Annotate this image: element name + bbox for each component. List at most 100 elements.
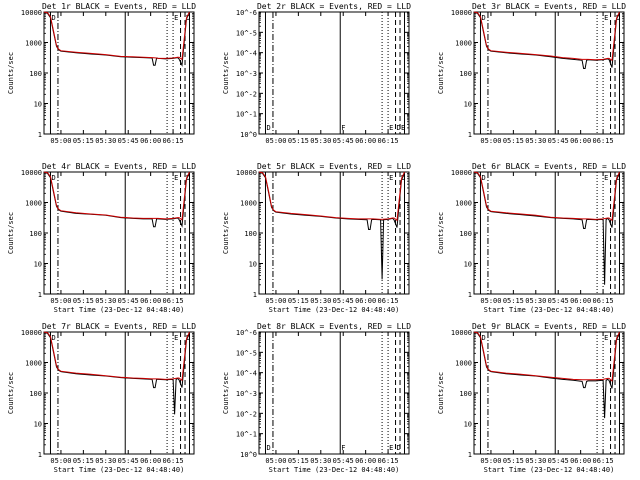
panel-title: Det 2r BLACK = Events, RED = LLD [257,2,411,11]
y-tick-label: 1000 [455,40,472,48]
detector-panel-6: Det 6r BLACK = Events, RED = LLD 1 10 100 10… [437,162,626,314]
y-tick-label: 10^-4 [236,50,257,58]
plot-frame [43,331,195,455]
y-tick-label: 10 [464,421,472,429]
x-tick-label: 05:15 [288,137,309,145]
x-axis-label: Start Time (23-Dec-12 04:48:40) [269,306,400,314]
x-tick-label: 05:45 [118,297,139,305]
y-tick-label: 1000 [455,200,472,208]
x-tick-label: 06:15 [378,457,399,465]
y-tick-label: 10000 [451,169,472,177]
event-marker-label: D [51,174,55,182]
detector-panel-9: Det 9r BLACK = Events, RED = LLD 1 10 100 10… [437,322,626,474]
event-marker-label: E [174,174,178,182]
y-tick-label: 1 [38,291,42,299]
y-axis-label: Counts/sec [222,372,230,414]
y-tick-label: 10000 [21,9,42,17]
event-marker-label: D [481,14,485,22]
event-marker-label: D [481,174,485,182]
panel-title: Det 9r BLACK = Events, RED = LLD [472,322,626,331]
y-tick-label: 10000 [21,169,42,177]
plot-frame [43,11,195,135]
x-tick-label: 05:00 [265,297,286,305]
y-tick-label: 10^-2 [236,90,257,98]
y-tick-label: 10^-4 [236,370,257,378]
x-tick-label: 06:15 [593,297,614,305]
event-marker-label: D [51,14,55,22]
panel-title: Det 4r BLACK = Events, RED = LLD [42,162,196,171]
event-marker-label: D [51,334,55,342]
lld-rate-series-line [258,171,405,222]
y-tick-label: 10^0 [240,451,257,459]
y-tick-label: 10^0 [240,131,257,139]
y-tick-label: 1000 [25,40,42,48]
y-tick-label: 10^-5 [236,349,257,357]
event-marker-label: E [389,174,393,182]
x-tick-label: 05:45 [118,457,139,465]
panel-title: Det 3r BLACK = Events, RED = LLD [472,2,626,11]
y-tick-label: 10^-1 [236,431,257,439]
x-tick-label: 05:15 [288,297,309,305]
x-tick-label: 05:00 [265,137,286,145]
x-tick-label: 05:30 [310,297,331,305]
y-axis-label: Counts/sec [437,52,445,94]
event-marker-label: D [397,444,401,452]
event-rate-series-line [43,331,190,415]
y-tick-label: 100 [459,230,472,238]
plot-frame [258,171,410,295]
panel-title: Det 6r BLACK = Events, RED = LLD [472,162,626,171]
y-tick-label: 10 [34,261,42,269]
y-tick-label: 100 [29,230,42,238]
y-axis-label: Counts/sec [222,52,230,94]
x-tick-label: 05:15 [73,137,94,145]
x-tick-label: 05:30 [95,457,116,465]
y-tick-label: 100 [459,390,472,398]
detector-panel-1: Det 1r BLACK = Events, RED = LLD 1 10 100 10… [7,2,196,145]
x-tick-label: 06:15 [378,137,399,145]
y-tick-label: 1000 [455,360,472,368]
x-tick-label: 05:00 [480,457,501,465]
x-tick-label: 05:00 [480,297,501,305]
detector-panel-7: Det 7r BLACK = Events, RED = LLD 1 10 100 10… [7,322,196,474]
x-tick-label: 05:00 [50,457,71,465]
y-tick-label: 10^-2 [236,410,257,418]
x-tick-label: 05:45 [548,297,569,305]
plot-frame [258,331,410,455]
x-tick-label: 06:00 [570,457,591,465]
x-tick-label: 06:00 [355,457,376,465]
event-marker-label: D [401,174,405,182]
y-tick-label: 10 [249,261,257,269]
event-marker-label: D [616,174,620,182]
lld-rate-series-line [473,11,620,62]
event-marker-label: F [341,444,345,452]
y-tick-label: 100 [29,390,42,398]
x-tick-label: 06:15 [163,137,184,145]
y-axis-label: Counts/sec [437,372,445,414]
event-marker-label: E [604,174,608,182]
plot-frame [473,331,625,455]
x-tick-label: 05:30 [525,137,546,145]
x-axis-label: Start Time (23-Dec-12 04:48:40) [269,466,400,474]
x-tick-label: 05:30 [95,297,116,305]
detector-panel-5: Det 5r BLACK = Events, RED = LLD 1 10 100 10… [222,162,411,314]
x-tick-label: 06:00 [570,297,591,305]
y-axis-label: Counts/sec [7,372,15,414]
x-axis-label: Start Time (23-Dec-12 04:48:40) [484,466,615,474]
x-tick-label: 06:15 [163,297,184,305]
x-tick-label: 05:30 [525,457,546,465]
x-tick-label: 05:45 [333,457,354,465]
y-tick-label: 10^-6 [236,9,257,17]
x-tick-label: 06:00 [570,137,591,145]
x-tick-label: 05:15 [288,457,309,465]
y-tick-label: 1 [38,131,42,139]
y-tick-label: 10^-6 [236,329,257,337]
y-tick-label: 10^-5 [236,29,257,37]
x-tick-label: 05:15 [73,297,94,305]
y-tick-label: 1 [253,291,257,299]
y-tick-label: 100 [459,70,472,78]
y-tick-label: 1 [468,131,472,139]
y-axis-label: Counts/sec [7,52,15,94]
event-marker-label: E [401,124,405,132]
y-axis-label: Counts/sec [7,212,15,254]
